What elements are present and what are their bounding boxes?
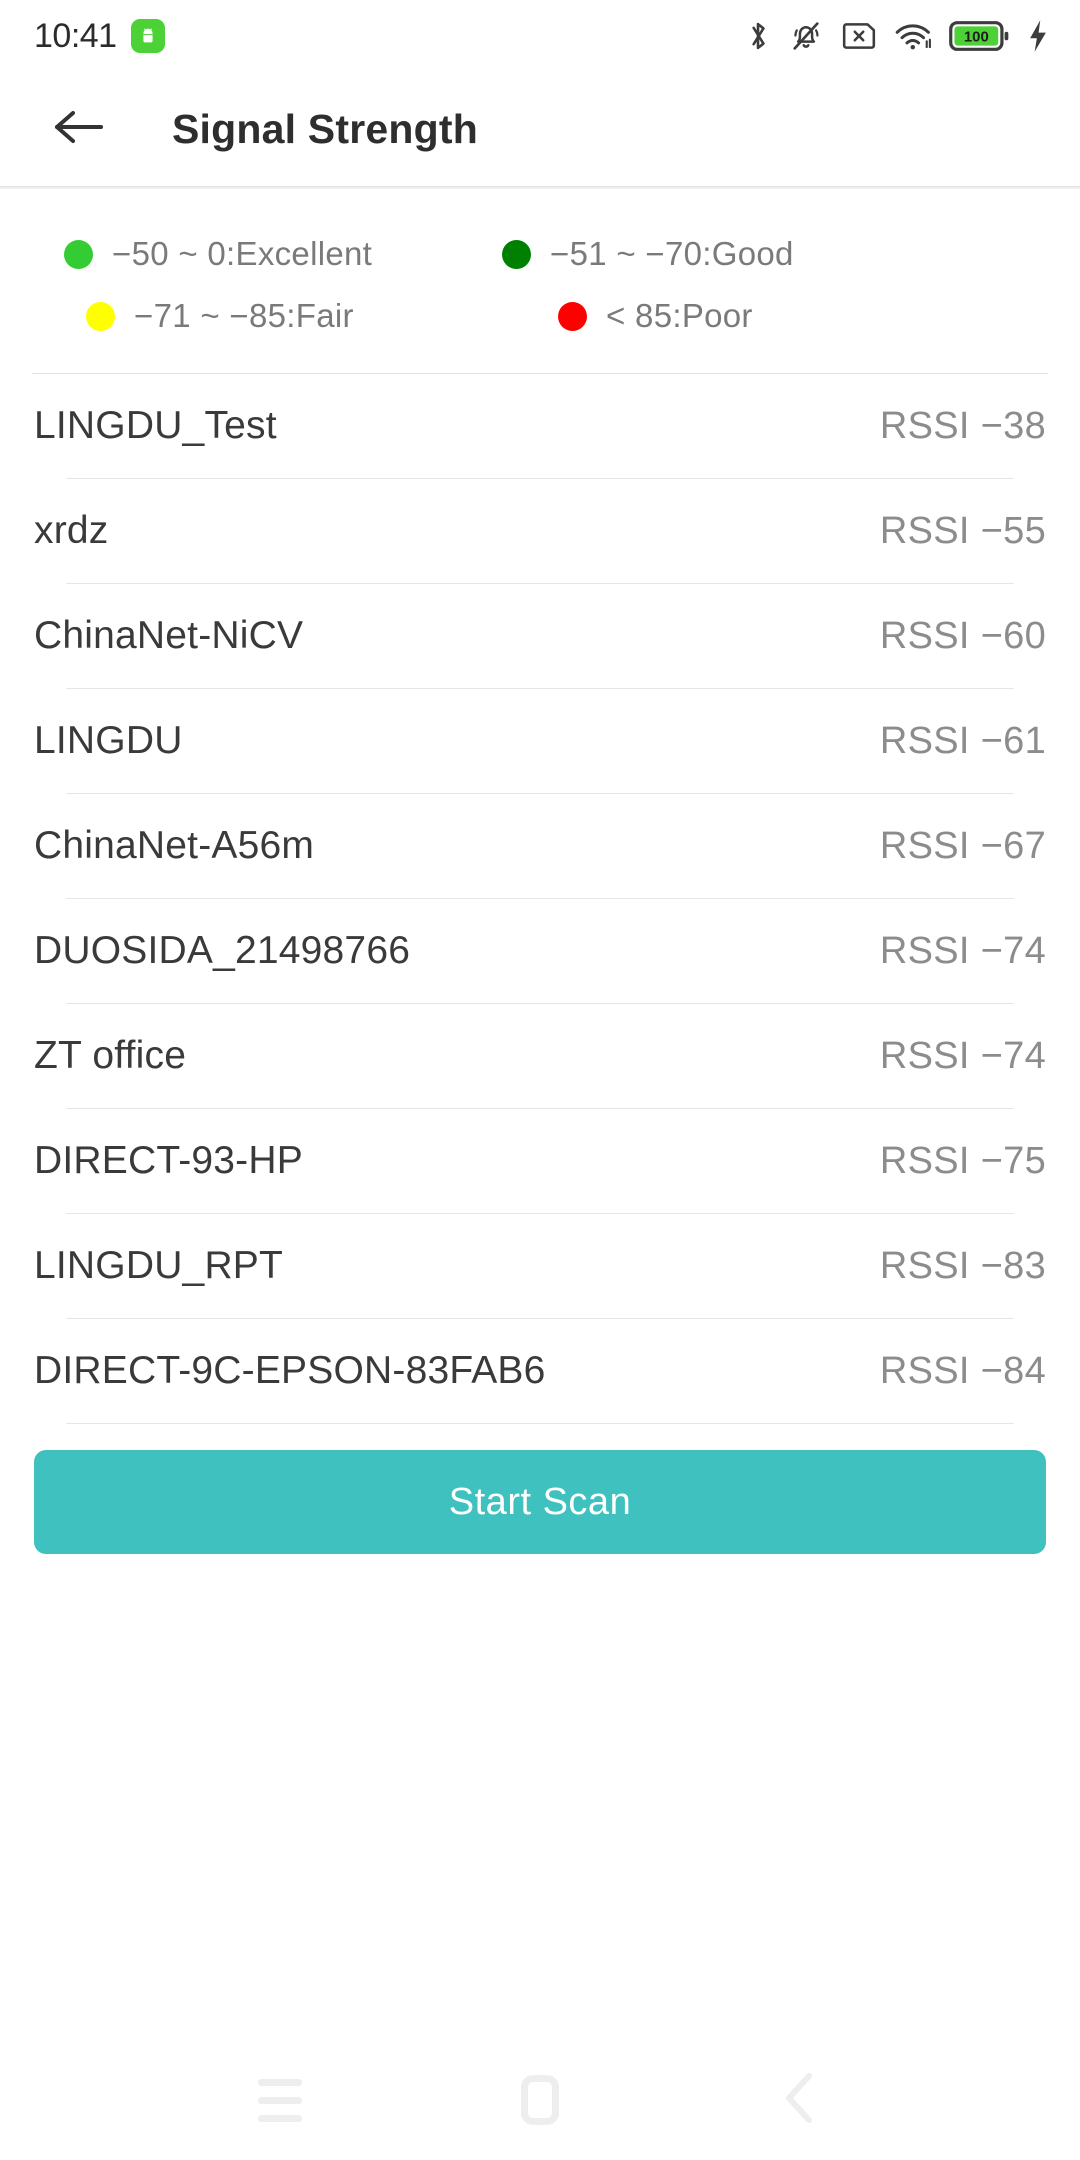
- app-bar-divider: [0, 186, 1080, 189]
- legend-dot-fair: [86, 301, 115, 331]
- wifi-ssid: LINGDU: [34, 719, 183, 762]
- status-bar-left: 10:41: [34, 17, 165, 56]
- wifi-rssi: RSSI −83: [879, 1244, 1046, 1287]
- row-divider: [66, 688, 1014, 689]
- wifi-rssi: RSSI −55: [879, 509, 1046, 552]
- battery-icon: 100: [949, 20, 1009, 52]
- home-square-icon: [521, 2075, 559, 2125]
- wifi-ssid: ZT office: [34, 1034, 187, 1077]
- arrow-left-icon: [51, 107, 107, 152]
- battery-level-text: 100: [964, 28, 989, 45]
- legend-dot-excellent: [64, 239, 93, 269]
- legend-dot-good: [502, 239, 531, 269]
- ringer-muted-icon: [788, 18, 824, 54]
- sim-card-missing-icon: [841, 21, 877, 51]
- table-row[interactable]: DIRECT-9C-EPSON-83FAB6 RSSI −84: [0, 1319, 1080, 1423]
- status-bar: 10:41: [0, 0, 1080, 72]
- start-scan-button[interactable]: Start Scan: [34, 1450, 1046, 1554]
- legend-item-excellent: −50 ~ 0:Excellent: [0, 235, 540, 273]
- scan-button-container: Start Scan: [0, 1424, 1080, 1554]
- wifi-ssid: ChinaNet-NiCV: [34, 614, 304, 657]
- wifi-ssid: xrdz: [34, 509, 109, 552]
- row-divider: [66, 1318, 1014, 1319]
- nav-back-button[interactable]: [745, 2060, 855, 2140]
- wifi-rssi: RSSI −74: [879, 929, 1046, 972]
- wifi-ssid: ChinaNet-A56m: [34, 824, 315, 867]
- app-bar: Signal Strength: [0, 72, 1080, 186]
- legend-divider: [32, 373, 1048, 374]
- row-divider: [66, 793, 1014, 794]
- table-row[interactable]: ChinaNet-NiCV RSSI −60: [0, 584, 1080, 688]
- legend-item-poor: < 85:Poor: [540, 297, 1080, 335]
- bluetooth-icon: [745, 17, 771, 55]
- legend-label-excellent: −50 ~ 0:Excellent: [112, 235, 373, 272]
- table-row[interactable]: LINGDU_RPT RSSI −83: [0, 1214, 1080, 1318]
- status-bar-right: 100: [745, 17, 1050, 55]
- wifi-network-list: LINGDU_Test RSSI −38 xrdz RSSI −55 China…: [0, 374, 1080, 2160]
- table-row[interactable]: LINGDU_Test RSSI −38: [0, 374, 1080, 478]
- row-divider: [66, 1003, 1014, 1004]
- row-divider: [66, 1213, 1014, 1214]
- table-row[interactable]: DIRECT-93-HP RSSI −75: [0, 1109, 1080, 1213]
- table-row[interactable]: ZT office RSSI −74: [0, 1004, 1080, 1108]
- table-row[interactable]: ChinaNet-A56m RSSI −67: [0, 794, 1080, 898]
- row-divider: [66, 898, 1014, 899]
- wifi-rssi: RSSI −75: [879, 1139, 1046, 1182]
- table-row[interactable]: LINGDU RSSI −61: [0, 689, 1080, 793]
- legend-label-poor: < 85:Poor: [606, 297, 753, 334]
- table-row[interactable]: xrdz RSSI −55: [0, 479, 1080, 583]
- hamburger-menu-icon: [258, 2078, 302, 2122]
- wifi-rssi: RSSI −61: [879, 719, 1046, 762]
- chevron-left-icon: [783, 2071, 817, 2130]
- page-title: Signal Strength: [172, 105, 478, 152]
- legend-row: −50 ~ 0:Excellent −51 ~ −70:Good: [0, 223, 1080, 285]
- row-divider: [66, 1108, 1014, 1109]
- charging-bolt-icon: [1026, 18, 1050, 54]
- legend-dot-poor: [558, 301, 587, 331]
- legend-label-fair: −71 ~ −85:Fair: [134, 297, 354, 334]
- android-robot-icon: [130, 19, 165, 53]
- wifi-ssid: DIRECT-9C-EPSON-83FAB6: [34, 1349, 546, 1392]
- wifi-rssi: RSSI −38: [879, 404, 1046, 447]
- table-row[interactable]: DUOSIDA_21498766 RSSI −74: [0, 899, 1080, 1003]
- wifi-ssid: LINGDU_Test: [34, 404, 277, 447]
- legend-item-good: −51 ~ −70:Good: [502, 235, 1080, 273]
- wifi-rssi: RSSI −60: [879, 614, 1046, 657]
- wifi-rssi: RSSI −74: [879, 1034, 1046, 1077]
- status-clock: 10:41: [34, 16, 117, 55]
- wifi-ssid: LINGDU_RPT: [34, 1244, 284, 1287]
- system-navigation-bar: [0, 2040, 1080, 2160]
- home-button[interactable]: [485, 2060, 595, 2140]
- recents-button[interactable]: [225, 2060, 335, 2140]
- legend-item-fair: −71 ~ −85:Fair: [0, 297, 540, 335]
- wifi-ssid: DUOSIDA_21498766: [34, 929, 411, 972]
- row-divider: [66, 1423, 1014, 1424]
- back-button[interactable]: [44, 94, 114, 164]
- wifi-rssi: RSSI −67: [879, 824, 1046, 867]
- signal-quality-legend: −50 ~ 0:Excellent −51 ~ −70:Good −71 ~ −…: [0, 189, 1080, 373]
- wifi-icon: [894, 20, 932, 52]
- legend-label-good: −51 ~ −70:Good: [550, 235, 794, 272]
- legend-row: −71 ~ −85:Fair < 85:Poor: [0, 285, 1080, 347]
- row-divider: [66, 583, 1014, 584]
- row-divider: [66, 478, 1014, 479]
- wifi-ssid: DIRECT-93-HP: [34, 1139, 303, 1182]
- wifi-rssi: RSSI −84: [879, 1349, 1046, 1392]
